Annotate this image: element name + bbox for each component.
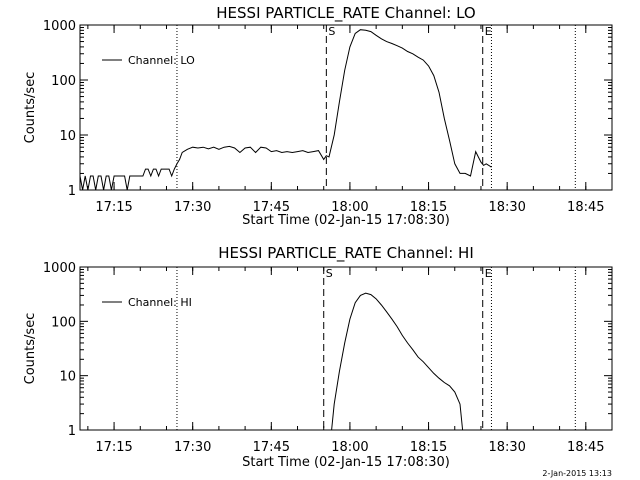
y-tick-label: 10 [59,370,76,385]
y-tick-label: 100 [51,315,76,330]
y-tick-label: 100 [51,74,76,89]
chart-title: HESSI PARTICLE_RATE Channel: LO [216,4,475,23]
x-tick-label: 18:15 [410,440,447,455]
series-line [79,29,492,191]
x-tick-label: 17:30 [174,200,211,215]
chart-panel-lo: HESSI PARTICLE_RATE Channel: LO 1 10 100 100… [23,4,613,228]
x-tick-label: 17:30 [174,440,211,455]
x-tick-label: 17:45 [253,440,290,455]
x-axis-label: Start Time (02-Jan-15 17:08:30) [242,455,450,470]
x-tick-label: 18:30 [488,440,525,455]
x-tick-label: 18:15 [410,200,447,215]
y-axis-label: Counts/sec [23,313,38,385]
x-axis-label: Start Time (02-Jan-15 17:08:30) [242,213,450,228]
plot-frame [79,24,613,191]
x-tick-label: 17:15 [95,200,132,215]
y-tick-label: 1000 [43,19,76,34]
y-tick-label: 1 [68,424,76,439]
x-tick-label: 18:00 [331,440,368,455]
legend-label: Channel: LO [128,54,195,67]
event-label-s: S [328,25,335,38]
x-tick-label: 18:30 [488,200,525,215]
x-tick-label: 17:15 [95,440,132,455]
x-tick-label: 18:45 [567,440,604,455]
plot-timestamp: 2-Jan-2015 13:13 [542,469,612,478]
x-tick-label: 18:00 [331,200,368,215]
y-tick-label: 10 [59,129,76,144]
event-label-s: S [326,267,333,280]
legend-label: Channel: HI [128,296,192,309]
x-tick-label: 17:45 [253,200,290,215]
chart-title: HESSI PARTICLE_RATE Channel: HI [218,244,474,263]
event-label-e: E [485,25,492,38]
x-tick-label: 18:45 [567,200,604,215]
y-axis-label: Counts/sec [23,72,38,144]
chart-panel-hi: HESSI PARTICLE_RATE Channel: HI 1 10 100 100… [23,244,613,470]
plot-frame [79,266,613,431]
y-tick-label: 1 [68,184,76,199]
event-label-e: E [485,267,492,280]
y-tick-label: 1000 [43,261,76,276]
series-line [331,292,464,431]
